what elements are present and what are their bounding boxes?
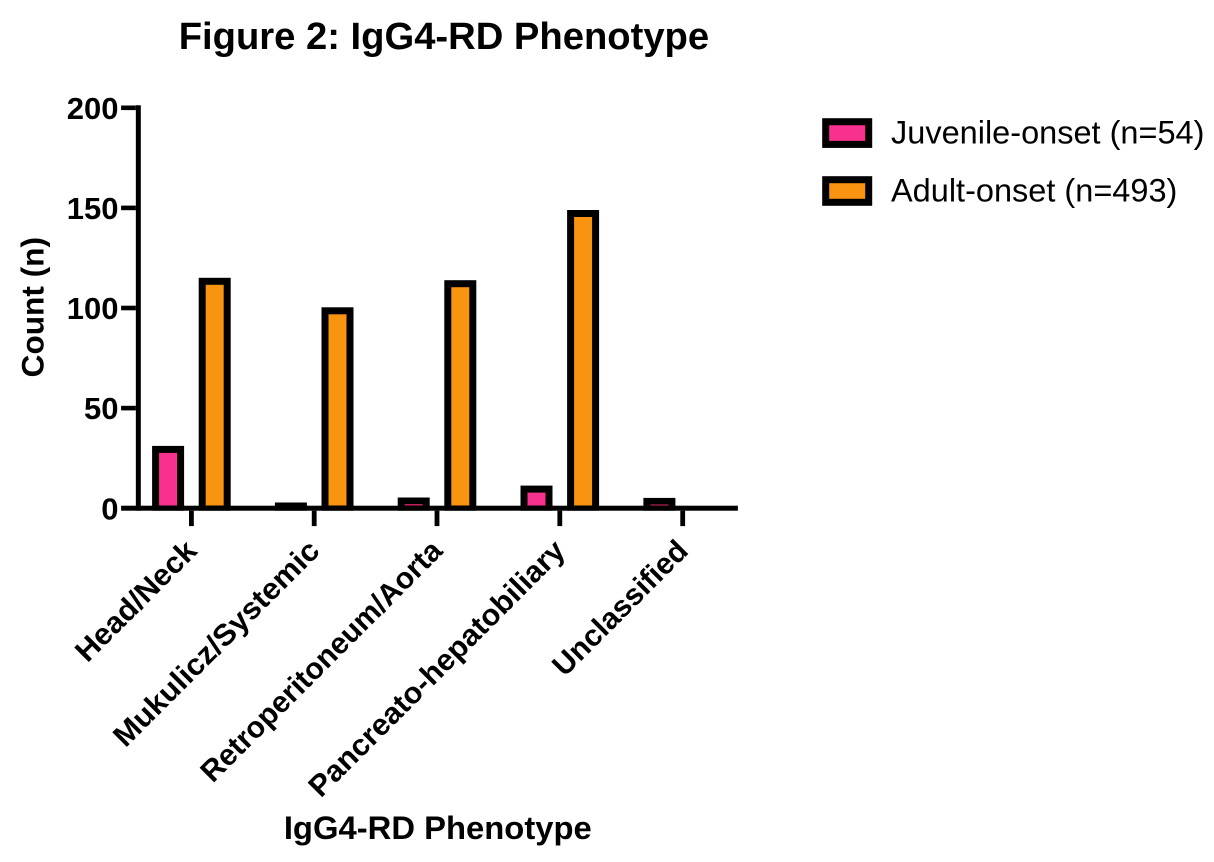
svg-text:Retroperitoneum/Aorta: Retroperitoneum/Aorta — [194, 534, 449, 789]
svg-text:Count (n): Count (n) — [15, 237, 51, 377]
svg-text:Figure 2: IgG4-RD Phenotype: Figure 2: IgG4-RD Phenotype — [179, 15, 709, 58]
svg-text:Pancreato-hepatobiliary: Pancreato-hepatobiliary — [302, 534, 572, 804]
svg-text:50: 50 — [84, 391, 118, 426]
svg-text:100: 100 — [67, 291, 119, 326]
svg-text:200: 200 — [67, 91, 119, 126]
svg-text:Head/Neck: Head/Neck — [69, 534, 204, 669]
svg-text:150: 150 — [67, 191, 119, 226]
svg-text:Mukulicz/Systemic: Mukulicz/Systemic — [107, 534, 326, 753]
svg-text:Juvenile-onset (n=54): Juvenile-onset (n=54) — [891, 115, 1204, 151]
svg-text:Adult-onset (n=493): Adult-onset (n=493) — [891, 173, 1177, 209]
svg-text:IgG4-RD Phenotype: IgG4-RD Phenotype — [284, 809, 592, 846]
svg-text:0: 0 — [101, 491, 118, 526]
